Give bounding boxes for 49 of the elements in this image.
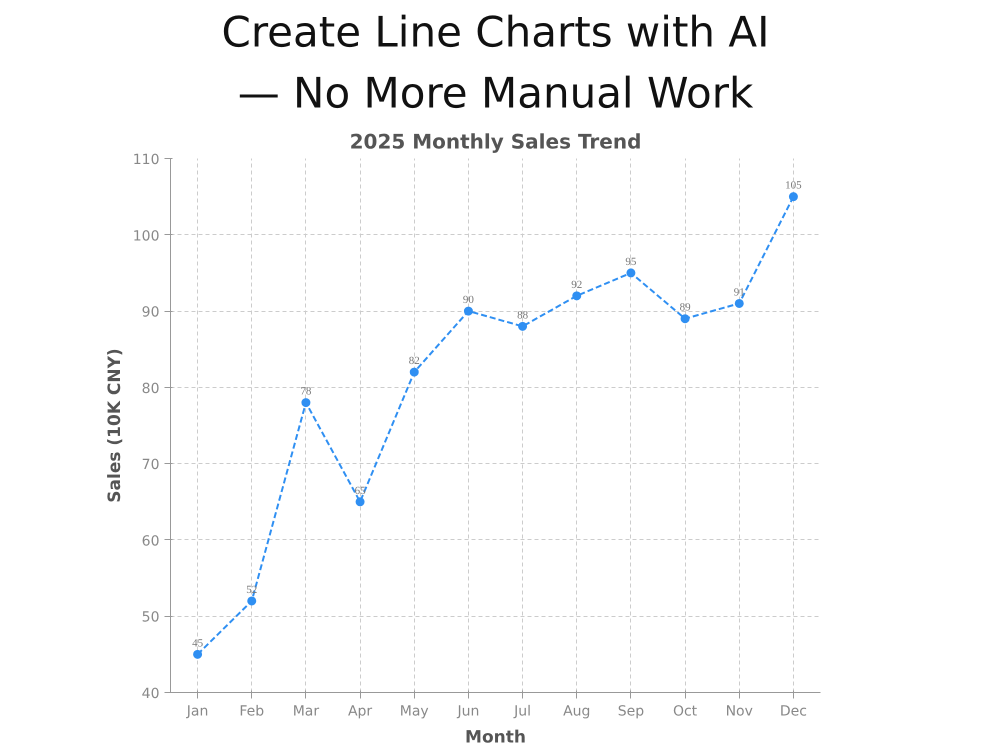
data-label: 65 [354, 484, 366, 497]
x-tick-label: Feb [239, 704, 264, 720]
x-tick-label: Mar [292, 704, 320, 720]
y-tick-label: 50 [142, 610, 160, 626]
point [680, 314, 690, 324]
x-tick-label: Nov [726, 704, 753, 720]
point [464, 306, 473, 316]
point [410, 368, 419, 377]
data-label: 78 [300, 386, 312, 398]
x-tick-label: Jun [456, 704, 480, 720]
data-label: 92 [571, 278, 582, 291]
point [356, 497, 365, 506]
data-label: 90 [462, 294, 474, 306]
text: — No More Manual Work [238, 68, 754, 118]
x-tick-label: Apr [348, 704, 372, 720]
x-tick-label: Dec [780, 704, 807, 720]
point [301, 398, 310, 408]
x-tick-label: May [400, 704, 429, 720]
data-label: 91 [734, 286, 745, 298]
x-axis-title: Month [465, 728, 526, 748]
y-tick-label: 100 [132, 228, 160, 244]
point [572, 291, 582, 300]
y-tick-label: 40 [142, 686, 160, 702]
x-tick-label: Aug [563, 704, 590, 720]
data-label: 82 [408, 355, 420, 368]
x-tick-label: Sep [618, 704, 644, 720]
data-label: 88 [517, 309, 529, 322]
data-label: 89 [680, 302, 692, 314]
y-tick-label: 80 [142, 380, 160, 397]
x-tick-label: Jan [186, 704, 208, 720]
data-label: 45 [192, 637, 204, 650]
text: Create Line Charts with AI [221, 8, 770, 56]
chart-title: 2025 Monthly Sales Trend [350, 130, 642, 154]
point [626, 268, 636, 278]
point [734, 298, 744, 308]
data-label: 95 [625, 256, 637, 268]
point [518, 322, 528, 331]
y-tick-label: 60 [142, 533, 160, 550]
x-tick-label: Oct [672, 704, 698, 720]
data-label: 105 [785, 180, 802, 192]
y-tick-label: 110 [132, 152, 160, 168]
data-label: 52 [246, 584, 258, 596]
point [247, 596, 256, 606]
point [193, 650, 202, 659]
y-tick-label: 90 [142, 304, 160, 321]
x-tick-label: Jul [513, 704, 532, 720]
y-tick-label: 70 [142, 457, 160, 474]
point [788, 192, 798, 202]
y-axis-title: Sales (10K CNY) [104, 348, 125, 503]
